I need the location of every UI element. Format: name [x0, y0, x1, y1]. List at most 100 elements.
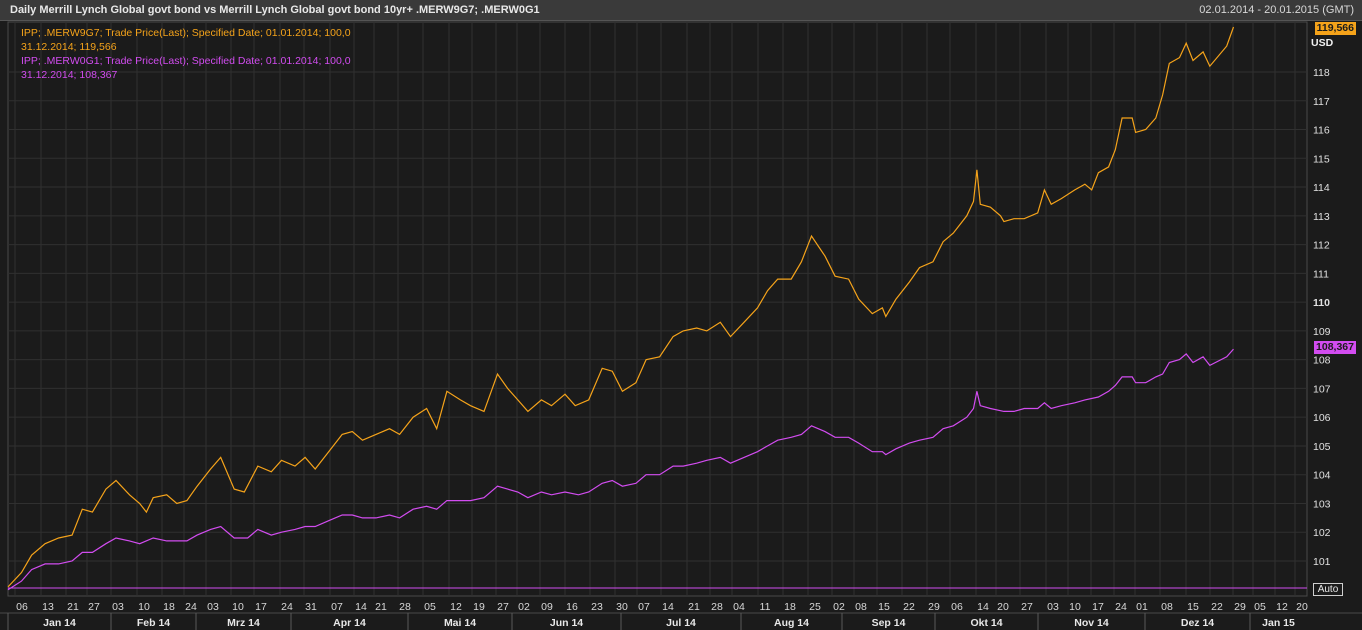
auto-scale-button[interactable]: Auto — [1313, 583, 1343, 596]
y-tick-label: 110 — [1313, 297, 1330, 309]
x-day-tick-label: 16 — [566, 601, 578, 613]
x-day-tick-label: 12 — [450, 601, 462, 613]
x-day-tick-label: 08 — [855, 601, 867, 613]
chart-title-bar: Daily Merrill Lynch Global govt bond vs … — [0, 0, 1362, 21]
x-day-tick-label: 18 — [784, 601, 796, 613]
x-month-label: Jun 14 — [550, 617, 583, 629]
x-day-tick-label: 08 — [1161, 601, 1173, 613]
x-day-tick-label: 05 — [424, 601, 436, 613]
x-month-label: Aug 14 — [774, 617, 809, 629]
x-day-tick-label: 09 — [541, 601, 553, 613]
legend-series-2-line-2: 31.12.2014; 108,367 — [21, 69, 118, 81]
x-day-tick-label: 14 — [662, 601, 674, 613]
x-day-tick-label: 10 — [138, 601, 150, 613]
series-line-2 — [7, 348, 1234, 591]
y-tick-label: 115 — [1313, 153, 1330, 165]
x-day-tick-label: 07 — [331, 601, 343, 613]
x-day-tick-label: 23 — [591, 601, 603, 613]
x-day-tick-label: 14 — [355, 601, 367, 613]
x-day-tick-label: 29 — [1234, 601, 1246, 613]
series-line-1 — [7, 26, 1235, 588]
last-value-badge-series-2: 108,367 — [1314, 341, 1356, 354]
x-day-tick-label: 20 — [1296, 601, 1308, 613]
line-chart[interactable]: 1011021031041051061071081091101111121131… — [0, 21, 1362, 630]
y-tick-label: 113 — [1313, 211, 1330, 223]
y-tick-label: 108 — [1313, 355, 1331, 367]
y-tick-label: 103 — [1313, 498, 1331, 510]
x-day-tick-label: 24 — [1115, 601, 1127, 613]
x-day-tick-label: 15 — [1187, 601, 1199, 613]
x-month-label: Nov 14 — [1074, 617, 1109, 629]
x-day-tick-label: 21 — [688, 601, 700, 613]
x-month-label: Jul 14 — [666, 617, 696, 629]
x-day-tick-label: 28 — [711, 601, 723, 613]
x-day-tick-label: 27 — [88, 601, 100, 613]
y-tick-label: 109 — [1313, 326, 1331, 338]
x-day-tick-label: 03 — [1047, 601, 1059, 613]
x-month-label: Sep 14 — [872, 617, 906, 629]
y-tick-label: 102 — [1313, 527, 1331, 539]
x-day-tick-label: 13 — [42, 601, 54, 613]
x-day-tick-label: 10 — [232, 601, 244, 613]
x-day-tick-label: 30 — [616, 601, 628, 613]
x-day-tick-label: 17 — [255, 601, 267, 613]
x-day-tick-label: 27 — [1021, 601, 1033, 613]
y-tick-label: 111 — [1313, 268, 1329, 280]
x-day-tick-label: 04 — [733, 601, 745, 613]
x-day-tick-label: 02 — [833, 601, 845, 613]
x-day-tick-label: 31 — [305, 601, 317, 613]
x-day-tick-label: 03 — [112, 601, 124, 613]
x-day-tick-label: 17 — [1092, 601, 1104, 613]
x-day-tick-label: 29 — [928, 601, 940, 613]
x-day-tick-label: 11 — [760, 601, 771, 613]
x-day-tick-label: 21 — [375, 601, 387, 613]
x-month-label: Jan 15 — [1262, 617, 1295, 629]
y-tick-label: 118 — [1313, 67, 1330, 79]
x-day-tick-label: 03 — [207, 601, 219, 613]
x-month-label: Apr 14 — [333, 617, 366, 629]
y-tick-label: 104 — [1313, 470, 1331, 482]
x-day-tick-label: 14 — [977, 601, 989, 613]
y-axis-unit: USD — [1311, 37, 1334, 49]
x-day-tick-label: 06 — [951, 601, 963, 613]
y-tick-label: 105 — [1313, 441, 1331, 453]
x-day-tick-label: 10 — [1069, 601, 1081, 613]
x-month-label: Mrz 14 — [227, 617, 260, 629]
y-tick-label: 106 — [1313, 412, 1331, 424]
y-tick-label: 107 — [1313, 383, 1331, 395]
x-day-tick-label: 01 — [1136, 601, 1148, 613]
x-day-tick-label: 19 — [473, 601, 485, 613]
x-day-tick-label: 22 — [1211, 601, 1223, 613]
x-day-tick-label: 28 — [399, 601, 411, 613]
y-tick-label: 114 — [1313, 182, 1330, 194]
legend-series-1-line-1: IPP; .MERW9G7; Trade Price(Last); Specif… — [21, 27, 351, 39]
x-day-tick-label: 24 — [185, 601, 197, 613]
x-month-label: Dez 14 — [1181, 617, 1214, 629]
plot-area — [7, 21, 1308, 597]
x-day-tick-label: 12 — [1276, 601, 1288, 613]
x-day-tick-label: 24 — [281, 601, 293, 613]
x-day-tick-label: 20 — [997, 601, 1009, 613]
y-tick-label: 112 — [1313, 240, 1330, 252]
x-month-label: Feb 14 — [137, 617, 170, 629]
x-day-tick-label: 27 — [497, 601, 509, 613]
x-day-tick-label: 18 — [163, 601, 175, 613]
x-day-tick-label: 06 — [16, 601, 28, 613]
legend-series-1-line-2: 31.12.2014; 119,566 — [21, 41, 117, 53]
last-value-badge-series-1: 119,566 — [1314, 22, 1356, 35]
chart-title: Daily Merrill Lynch Global govt bond vs … — [10, 4, 540, 16]
y-tick-label: 101 — [1313, 556, 1331, 568]
x-day-tick-label: 25 — [809, 601, 821, 613]
x-day-tick-label: 22 — [903, 601, 915, 613]
date-range: 02.01.2014 - 20.01.2015 (GMT) — [1199, 4, 1354, 16]
x-month-label: Jan 14 — [43, 617, 76, 629]
y-tick-label: 116 — [1313, 125, 1330, 137]
x-day-tick-label: 07 — [638, 601, 650, 613]
x-day-tick-label: 21 — [67, 601, 79, 613]
x-day-tick-label: 15 — [878, 601, 890, 613]
x-month-label: Okt 14 — [970, 617, 1002, 629]
y-tick-label: 117 — [1313, 96, 1330, 108]
x-day-tick-label: 02 — [518, 601, 530, 613]
legend-series-2-line-1: IPP; .MERW0G1; Trade Price(Last); Specif… — [21, 55, 351, 67]
x-day-tick-label: 05 — [1254, 601, 1266, 613]
